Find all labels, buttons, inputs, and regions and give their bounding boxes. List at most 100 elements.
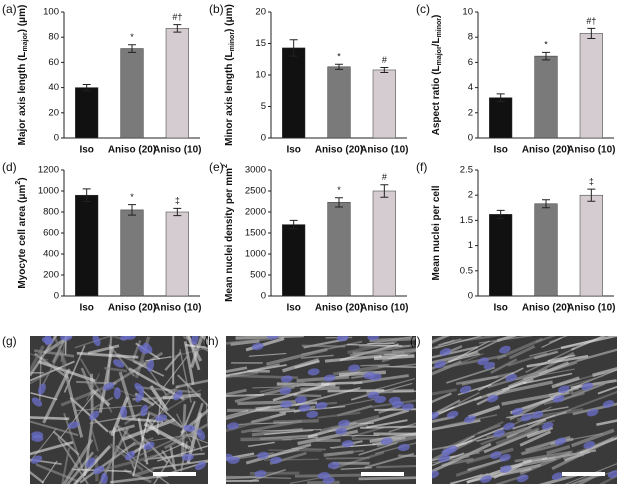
y-axis-label: Myocyte cell area (μm2) — [15, 177, 27, 288]
fiber — [507, 352, 548, 367]
fiber — [435, 399, 461, 415]
nucleus — [493, 429, 505, 438]
error-bar — [542, 51, 550, 61]
fiber — [443, 336, 500, 345]
fiber — [458, 353, 484, 365]
fiber — [296, 375, 350, 383]
panel-label: (i) — [410, 334, 421, 348]
y-tick-label: 0 — [54, 133, 59, 144]
fiber — [201, 336, 208, 346]
y-axis-label-part: L — [17, 51, 28, 57]
nucleus — [541, 422, 554, 430]
nucleus — [583, 441, 595, 449]
y-axis-label-part: ) (μm) — [17, 5, 28, 33]
nucleus — [183, 424, 196, 432]
nucleus — [388, 396, 401, 404]
fiber — [477, 367, 524, 392]
fiber — [450, 473, 489, 484]
nucleus — [486, 394, 499, 403]
nucleus — [226, 422, 239, 430]
fiber — [432, 392, 452, 404]
nucleus — [254, 470, 267, 478]
fiber — [509, 399, 548, 421]
x-tick-label: Aniso (20) — [522, 303, 570, 314]
error-bar — [82, 188, 91, 202]
fiber — [76, 351, 139, 359]
fiber — [324, 354, 382, 363]
nucleus — [607, 470, 617, 479]
nucleus — [402, 403, 414, 411]
fiber — [330, 424, 369, 430]
fiber — [95, 453, 160, 474]
y-tick-label: 2.5 — [460, 165, 473, 176]
nucleus — [464, 415, 476, 423]
fiber — [30, 345, 45, 375]
nucleus — [503, 422, 515, 431]
nucleus — [125, 450, 136, 461]
significance-mark: ‡ — [175, 196, 180, 206]
error-bar — [128, 204, 136, 216]
fiber — [487, 368, 548, 389]
fiber — [466, 338, 502, 357]
fiber — [30, 416, 70, 421]
fiber — [592, 366, 617, 377]
error-bar — [128, 44, 136, 53]
y-axis-label-part: major — [22, 32, 29, 51]
y-axis-label-part: ) — [431, 15, 442, 18]
y-axis-label-part: Minor axis length ( — [224, 57, 235, 146]
error-bar — [496, 93, 505, 102]
error-bar — [173, 207, 182, 217]
nucleus — [31, 431, 44, 439]
fiber — [432, 456, 470, 464]
bar — [75, 87, 99, 139]
fiber — [526, 354, 589, 368]
fiber — [146, 452, 205, 460]
bar — [120, 209, 144, 297]
y-tick-label: 5 — [261, 101, 266, 112]
fiber — [521, 443, 560, 456]
nucleus — [499, 345, 511, 354]
fiber — [106, 336, 113, 388]
y-tick-label: 0 — [261, 291, 266, 302]
y-axis-label-part: major — [436, 46, 443, 65]
fiber — [226, 393, 264, 398]
fiber — [534, 350, 559, 360]
nucleus — [143, 342, 153, 354]
nucleus — [41, 336, 54, 345]
nucleus — [505, 373, 518, 382]
fiber — [569, 474, 596, 484]
fiber — [245, 443, 312, 465]
fiber — [350, 382, 413, 401]
y-tick-label: 6 — [468, 57, 473, 68]
nucleus — [338, 419, 351, 427]
fiber — [514, 450, 573, 463]
fiber — [108, 424, 135, 434]
nucleus — [511, 407, 524, 416]
nucleus — [516, 474, 529, 483]
nucleus — [531, 411, 544, 419]
fiber — [307, 480, 340, 484]
nucleus — [89, 410, 100, 421]
nucleus — [113, 387, 121, 400]
fiber — [432, 336, 451, 343]
fiber — [143, 422, 191, 450]
fiber — [90, 396, 114, 411]
nucleus — [432, 470, 440, 479]
fiber — [41, 460, 58, 484]
fiber — [332, 451, 385, 470]
x-tick-label: Aniso (10) — [360, 145, 408, 156]
nucleus — [146, 359, 155, 372]
error-bar — [335, 63, 343, 70]
significance-mark: # — [382, 55, 387, 65]
y-axis-label: Major axis length (Lmajor) (μm) — [17, 5, 30, 146]
y-tick-label: 40 — [48, 82, 59, 93]
fiber — [325, 456, 370, 460]
significance-mark: #† — [586, 16, 596, 26]
fiber — [30, 428, 57, 463]
nucleus — [93, 465, 105, 475]
fiber — [333, 363, 388, 376]
nucleus — [446, 410, 459, 419]
nucleus — [196, 429, 206, 441]
bar — [372, 69, 396, 139]
nucleus — [307, 368, 320, 376]
